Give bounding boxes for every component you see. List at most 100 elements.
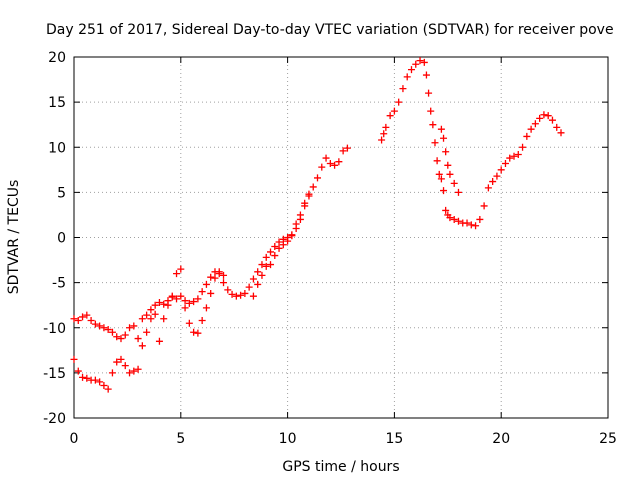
upper-track-point [249,275,257,283]
x-axis-label: GPS time / hours [282,459,399,475]
afternoon-track-point [489,178,497,186]
afternoon-track-point [422,71,430,79]
lower-track-point [108,369,116,377]
lower-track-point [305,192,313,200]
lower-track-point [207,289,215,297]
upper-track-point [262,253,270,261]
afternoon-track-point [407,66,415,74]
afternoon-track-point [450,215,458,223]
chart-title: Day 251 of 2017, Sidereal Day-to-day VTE… [46,22,614,38]
x-tick-label: 15 [385,431,403,447]
drop-branch-point [450,179,458,187]
afternoon-track-point [536,114,544,122]
upper-track-point [87,317,95,325]
afternoon-track-point [386,112,394,120]
lower-track-point [215,268,223,276]
upper-track-point [134,335,142,343]
upper-track-point [190,298,198,306]
afternoon-track-point [463,219,471,227]
grid-lines [74,57,608,418]
upper-track-point [185,299,193,307]
lower-track-point [185,319,193,327]
lower-track-point [164,301,172,309]
lower-track-point [296,211,304,219]
lower-track-point [79,373,87,381]
upper-track-point [160,300,168,308]
drop-branch-point [440,134,448,142]
lower-track-point [121,362,129,370]
y-tick-label: -10 [43,321,66,337]
lower-track-point [96,378,104,386]
afternoon-track-point [433,157,441,165]
afternoon-track-point [429,121,437,129]
lower-track-point [198,317,206,325]
upper-track-point [271,243,279,251]
upper-track-point [151,301,159,309]
upper-track-point [79,313,87,321]
lower-track-point [100,382,108,390]
lower-track-point [74,367,82,375]
lower-track-point [130,367,138,375]
lower-track-point [258,271,266,279]
afternoon-track-point [548,116,556,124]
upper-track-point [130,322,138,330]
upper-track-point [267,248,275,256]
y-tick-label: 5 [57,185,66,201]
upper-track-point [177,292,185,300]
y-tick-label: 0 [57,231,66,247]
upper-track-point [117,335,125,343]
afternoon-track-point [510,152,518,160]
lower-track-point [117,355,125,363]
upper-track-point [241,289,249,297]
lower-track-point [155,337,163,345]
afternoon-track-point [420,58,428,66]
afternoon-track-point [467,221,475,229]
upper-track-point [228,290,236,298]
drop-branch-point [442,148,450,156]
upper-track-point [326,159,334,167]
lower-track-point [220,271,228,279]
upper-track-point [339,147,347,155]
afternoon-track-point [523,132,531,140]
upper-track-point [173,295,181,303]
upper-track-point [70,315,78,323]
upper-track-point [220,279,228,287]
lower-track-point [249,292,257,300]
upper-track-point [322,154,330,162]
afternoon-track-point [472,222,480,230]
afternoon-track-point [431,139,439,147]
upper-track-point [207,273,215,281]
afternoon-track-point [493,172,501,180]
upper-track-point [74,317,82,325]
lower-track-point [288,232,296,240]
afternoon-track-point [519,143,527,151]
lower-track-point [275,244,283,252]
upper-track-point [143,311,151,319]
afternoon-track-point [531,120,539,128]
afternoon-track-point [440,187,448,195]
lower-track-point [262,262,270,270]
x-tick-label: 0 [70,431,79,447]
x-tick-label: 25 [599,431,617,447]
axis-ticks: 0 5 10 15 20 25 -20 -15 -10 -5 0 5 10 15 20 [43,50,617,447]
y-tick-label: -15 [43,366,66,382]
upper-track-point [108,328,116,336]
afternoon-track-point [427,107,435,115]
afternoon-track-point [497,166,505,174]
afternoon-track-point [399,85,407,93]
upper-track-point [275,238,283,246]
upper-track-point [254,268,262,276]
upper-track-point [331,161,339,169]
upper-track-point [121,331,129,339]
afternoon-track-point [378,136,386,144]
upper-track-point [309,183,317,191]
afternoon-track-point [476,215,484,223]
lower-track-point [301,199,309,207]
upper-track-point [343,144,351,152]
upper-track-point [104,326,112,334]
y-tick-label: 10 [48,140,66,156]
upper-track-point [237,291,245,299]
lower-track-point [292,220,300,228]
afternoon-track-point [435,170,443,178]
afternoon-track-point [395,98,403,106]
